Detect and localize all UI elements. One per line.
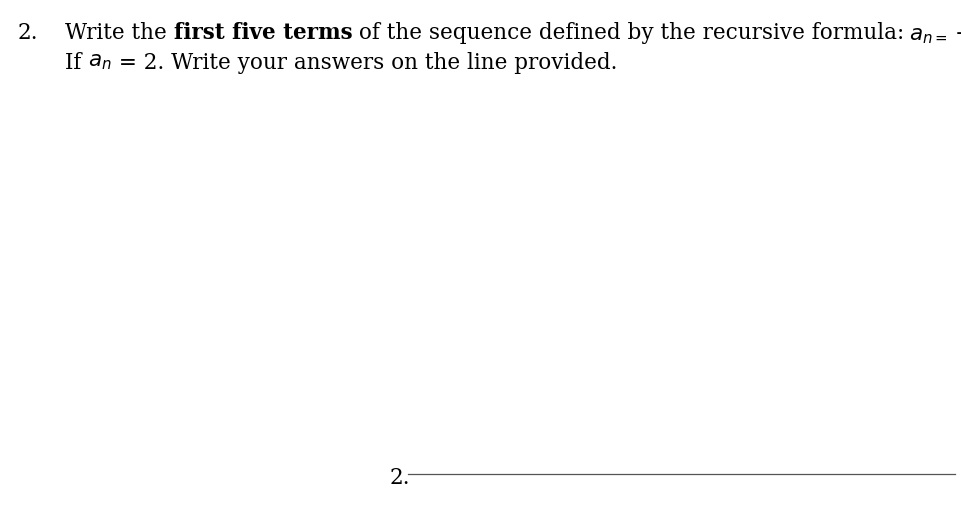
Text: 2.: 2. [18,22,38,44]
Text: If: If [65,52,88,74]
Text: of the sequence defined by the recursive formula:: of the sequence defined by the recursive… [352,22,908,44]
Text: Write the: Write the [65,22,173,44]
Text: $a_{n=} -3a_{n-1} + 5$: $a_{n=} -3a_{n-1} + 5$ [908,22,961,45]
Text: = 2. Write your answers on the line provided.: = 2. Write your answers on the line prov… [111,52,617,74]
Text: 2.: 2. [389,467,410,489]
Text: first five terms: first five terms [173,22,352,44]
Text: $a_n$: $a_n$ [88,52,111,72]
